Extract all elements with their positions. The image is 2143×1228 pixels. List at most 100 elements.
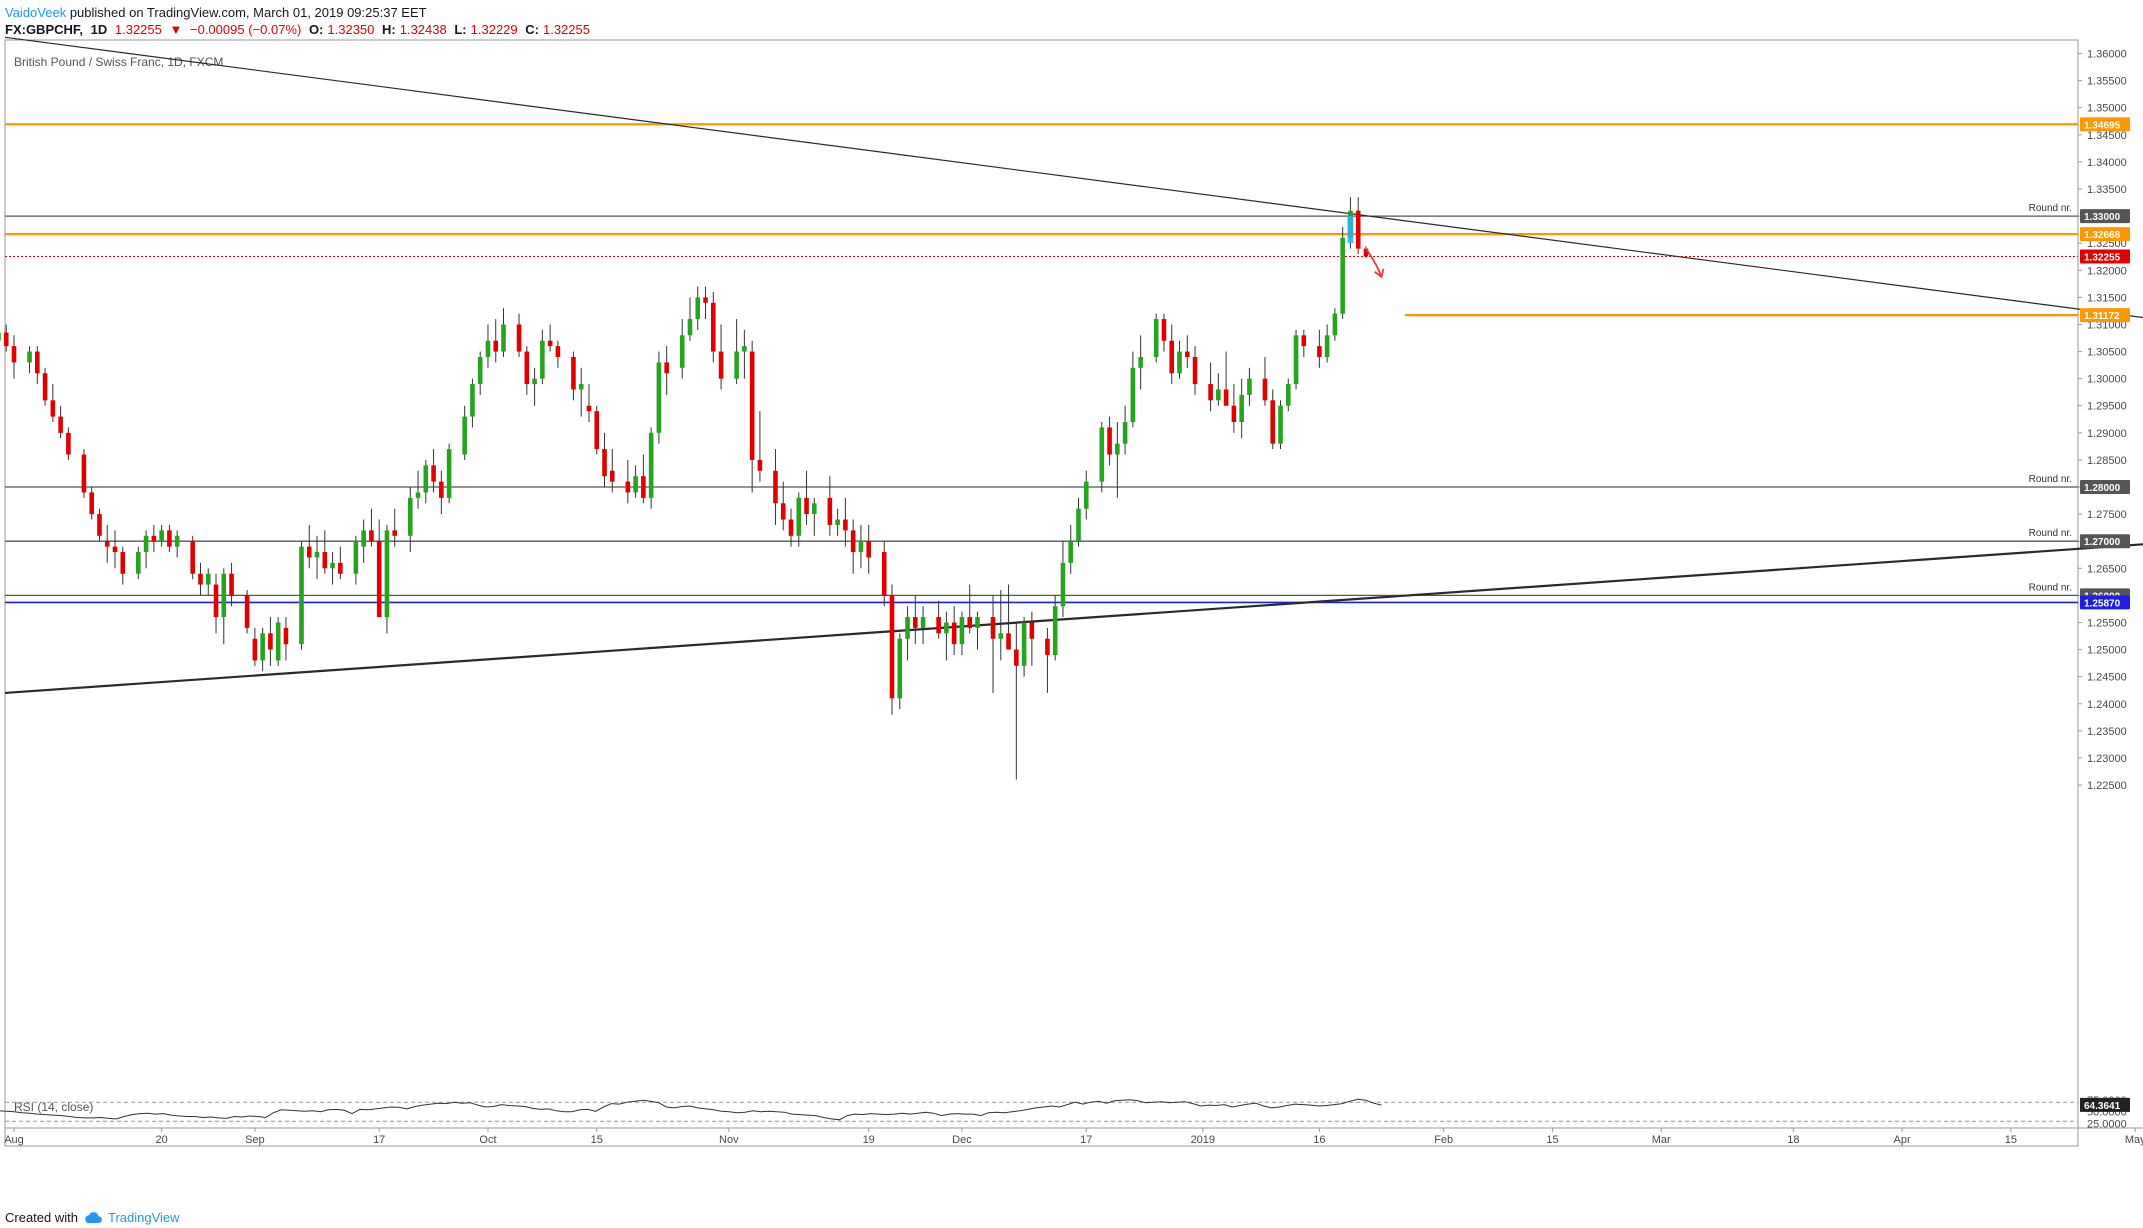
candle-body	[35, 351, 40, 374]
candle-body	[959, 617, 965, 645]
rsi-line	[0, 1098, 1382, 1121]
candle-body	[213, 584, 219, 618]
candle-body	[555, 346, 561, 357]
candle-body	[641, 476, 646, 498]
candle-body	[1363, 248, 1369, 257]
candle-body	[1153, 319, 1159, 357]
time-tick-label: 15	[591, 1134, 603, 1146]
rsi-value-tag	[2080, 1097, 2130, 1112]
candle-body	[501, 324, 506, 352]
candle-body	[695, 297, 701, 320]
round-number-note: Round nr.	[2029, 203, 2072, 214]
candle-body	[1247, 378, 1252, 395]
candle-body	[1099, 427, 1105, 482]
candle-body	[1060, 562, 1066, 607]
candle-body	[967, 617, 973, 628]
candle-body	[1115, 443, 1120, 455]
candle-body	[571, 356, 576, 390]
open-value: 1.32350	[327, 22, 375, 37]
candle-body	[11, 346, 17, 363]
price-tick-label: 1.23500	[2087, 726, 2127, 738]
candle-body	[1107, 427, 1112, 455]
candle-body	[905, 617, 910, 639]
candle-body	[485, 340, 491, 357]
candle-body	[656, 362, 662, 433]
candle-body	[1045, 638, 1050, 655]
candle-body	[1021, 622, 1027, 666]
trendline-1	[4, 543, 2143, 695]
candle-body	[446, 449, 452, 498]
price-tick-label: 1.34000	[2087, 157, 2127, 169]
level-price-tag-text: 1.32668	[2084, 230, 2121, 241]
level-price-tag-text: 1.34695	[2084, 120, 2121, 131]
price-tick-label: 1.29000	[2087, 428, 2127, 440]
candle-body	[897, 638, 903, 699]
low-value: 1.32229	[470, 22, 518, 37]
candle-body	[1161, 319, 1167, 341]
open-label: O:	[308, 22, 324, 37]
time-tick-label: 15	[2005, 1134, 2017, 1146]
price-tick-label: 1.35000	[2087, 103, 2127, 115]
candle-body	[1216, 389, 1221, 401]
candle-body	[89, 492, 94, 515]
price-tick-label: 1.31000	[2087, 319, 2127, 331]
price-tick-label: 1.30500	[2087, 347, 2127, 359]
level-price-tag-text: 1.28000	[2084, 483, 2121, 494]
candle-body	[757, 459, 763, 471]
candle-body	[439, 481, 444, 498]
tradingview-link[interactable]: TradingView	[107, 1210, 180, 1225]
symbol-name: FX:GBPCHF,	[5, 22, 83, 37]
candle-body	[477, 356, 483, 385]
candle-body	[858, 541, 864, 553]
candle-body	[431, 465, 436, 482]
candle-body	[167, 530, 172, 547]
rsi-label: RSI (14, close)	[14, 1100, 93, 1114]
candle-body	[1122, 422, 1128, 444]
candle-body	[532, 378, 537, 385]
time-tick-label: 18	[1787, 1134, 1799, 1146]
author-link[interactable]: VaidoVeek	[5, 5, 67, 20]
candle-body	[796, 497, 802, 536]
last-price: 1.32255	[114, 22, 162, 37]
candle-body	[633, 476, 638, 493]
candle-body	[1293, 335, 1299, 385]
candle-body	[578, 384, 584, 390]
candle-body	[773, 470, 778, 504]
candle-body	[1006, 633, 1011, 650]
level-price-tag-text: 1.32255	[2084, 252, 2121, 263]
candle-body	[998, 633, 1004, 639]
candle-body	[314, 552, 320, 558]
level-price-tag-text: 1.25870	[2084, 598, 2121, 609]
candle-body	[1068, 541, 1074, 563]
candle-body	[1184, 351, 1190, 357]
candle-body	[1355, 210, 1361, 249]
candle-body	[1052, 606, 1058, 655]
candle-body	[1169, 340, 1175, 374]
candle-body	[843, 519, 848, 531]
publish-info: published on TradingView.com, March 01, …	[66, 5, 427, 20]
candle-body	[913, 617, 918, 628]
time-tick-label: Apr	[1894, 1134, 1911, 1146]
candle-body	[104, 541, 110, 547]
candle-body	[827, 497, 833, 525]
candle-body	[602, 449, 607, 477]
candle-body	[1029, 622, 1035, 639]
price-tick-label: 1.31500	[2087, 292, 2127, 304]
low-label: L:	[454, 22, 467, 37]
candle-body	[42, 373, 48, 401]
time-tick-label: 17	[373, 1134, 385, 1146]
candle-body	[283, 627, 289, 645]
candle-body	[1208, 384, 1213, 401]
candle-body	[936, 617, 941, 634]
candle-body	[376, 541, 382, 618]
trendline-0	[4, 36, 2143, 319]
level-price-tag	[2080, 534, 2130, 549]
time-tick-label: 20	[156, 1134, 168, 1146]
candle-body	[648, 432, 654, 498]
candle-body	[205, 573, 211, 585]
candle-body	[1076, 508, 1081, 542]
down-arrow	[1365, 248, 1383, 278]
price-tick-label: 1.35500	[2087, 76, 2127, 88]
